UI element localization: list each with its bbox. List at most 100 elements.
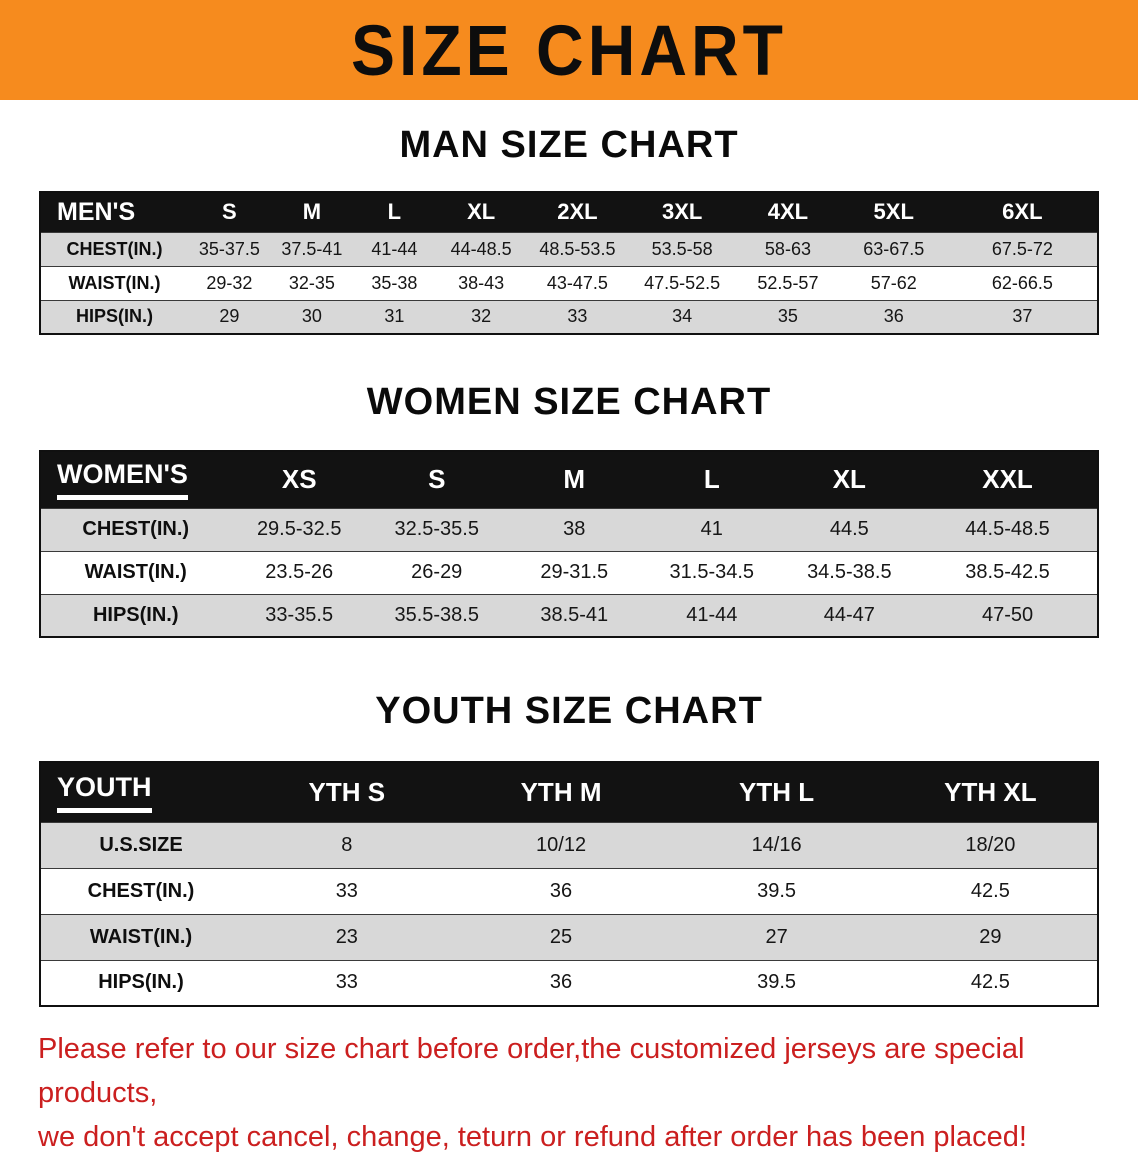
value-cell: 43-47.5 [526, 265, 629, 300]
value-cell: 35.5-38.5 [367, 593, 506, 637]
value-cell: 25 [452, 913, 670, 960]
size-header-cell: M [505, 451, 644, 508]
value-cell: 38-43 [435, 265, 527, 300]
table-row: HIPS(IN.) 33-35.5 35.5-38.5 38.5-41 41-44 44-… [40, 593, 1098, 637]
youth-size-section: YOUTH SIZE CHART YOUTH YTH S YTH M YTH L YTH… [0, 690, 1138, 1007]
header-label: YOUTH [57, 772, 152, 813]
size-header-cell: L [353, 192, 436, 232]
table-title-cell: MEN'S [40, 192, 189, 232]
header-label: 5XL [873, 199, 914, 225]
value-cell: 36 [839, 299, 948, 334]
value-cell: 37 [947, 299, 1098, 334]
value-cell: 41-44 [353, 231, 436, 266]
header-label: YTH M [520, 776, 602, 807]
value-cell: 32 [435, 299, 527, 334]
value-cell: 57-62 [839, 265, 948, 300]
header-label: WOMEN'S [57, 459, 188, 501]
header-label: 3XL [661, 199, 703, 225]
men-size-table: MEN'S S M L XL 2XL 3XL 4XL 5XL 6XL CHEST(IN.) 35-3… [39, 191, 1099, 335]
row-label-cell: WAIST(IN.) [40, 265, 189, 300]
header-label: M [563, 464, 586, 495]
table-row: HIPS(IN.) 33 36 39.5 42.5 [40, 959, 1098, 1006]
value-cell: 35-38 [353, 265, 436, 300]
value-cell: 31.5-34.5 [643, 550, 781, 594]
size-header-row: WOMEN'S XS S M L XL XXL [40, 451, 1098, 508]
row-label-cell: WAIST(IN.) [40, 913, 242, 960]
value-cell: 44-48.5 [435, 231, 527, 266]
size-header-row: MEN'S S M L XL 2XL 3XL 4XL 5XL 6XL [40, 192, 1098, 232]
youth-size-table: YOUTH YTH S YTH M YTH L YTH XL U.S.SIZE 8 10/1… [39, 761, 1099, 1007]
value-cell: 42.5 [883, 959, 1098, 1006]
header-label: 4XL [767, 199, 809, 225]
size-header-cell: YTH M [452, 762, 670, 822]
value-cell: 36 [452, 867, 670, 914]
value-cell: 32.5-35.5 [367, 507, 506, 551]
value-cell: 39.5 [669, 867, 884, 914]
size-header-cell: 4XL [736, 192, 840, 232]
size-header-cell: XXL [918, 451, 1098, 508]
size-header-cell: YTH L [669, 762, 884, 822]
value-cell: 38.5-42.5 [918, 550, 1098, 594]
size-header-cell: S [367, 451, 506, 508]
value-cell: 29 [188, 299, 271, 334]
size-header-cell: 6XL [947, 192, 1098, 232]
table-row: WAIST(IN.) 29-32 32-35 35-38 38-43 43-47.5 47.… [40, 265, 1098, 300]
size-header-cell: 5XL [839, 192, 948, 232]
value-cell: 37.5-41 [270, 231, 354, 266]
value-cell: 47.5-52.5 [628, 265, 737, 300]
banner-title: SIZE CHART [351, 10, 787, 90]
disclaimer: Please refer to our size chart before or… [38, 1027, 1100, 1159]
size-header-cell: XL [435, 192, 527, 232]
value-cell: 36 [452, 959, 670, 1006]
header-label: YTH XL [944, 776, 1037, 807]
value-cell: 30 [270, 299, 354, 334]
value-cell: 32-35 [270, 265, 354, 300]
value-cell: 10/12 [452, 821, 670, 868]
table-title-cell: WOMEN'S [40, 451, 231, 508]
value-cell: 38.5-41 [505, 593, 644, 637]
value-cell: 58-63 [736, 231, 840, 266]
value-cell: 44-47 [780, 593, 919, 637]
row-label-cell: CHEST(IN.) [40, 507, 231, 551]
value-cell: 41-44 [643, 593, 781, 637]
disclaimer-line: Please refer to our size chart before or… [38, 1033, 1025, 1109]
header-label: XL [467, 199, 496, 225]
value-cell: 27 [669, 913, 884, 960]
value-cell: 67.5-72 [947, 231, 1098, 266]
row-label-cell: CHEST(IN.) [40, 231, 189, 266]
value-cell: 38 [505, 507, 644, 551]
row-label-cell: CHEST(IN.) [40, 867, 242, 914]
value-cell: 34 [628, 299, 737, 334]
value-cell: 33 [241, 867, 453, 914]
value-cell: 26-29 [367, 550, 506, 594]
value-cell: 29-32 [188, 265, 271, 300]
value-cell: 14/16 [669, 821, 884, 868]
size-header-cell: YTH XL [883, 762, 1098, 822]
value-cell: 41 [643, 507, 781, 551]
value-cell: 48.5-53.5 [526, 231, 629, 266]
size-header-cell: 2XL [526, 192, 629, 232]
row-label-cell: HIPS(IN.) [40, 959, 242, 1006]
value-cell: 23.5-26 [230, 550, 368, 594]
value-cell: 62-66.5 [947, 265, 1098, 300]
value-cell: 63-67.5 [839, 231, 948, 266]
value-cell: 47-50 [918, 593, 1098, 637]
header-label: YTH S [308, 776, 386, 807]
header-label: S [428, 464, 446, 495]
header-label: S [222, 199, 237, 225]
table-row: CHEST(IN.) 29.5-32.5 32.5-35.5 38 41 44.5 44.5… [40, 507, 1098, 551]
size-header-cell: XL [780, 451, 919, 508]
value-cell: 29.5-32.5 [230, 507, 368, 551]
disclaimer-line: we don't accept cancel, change, teturn o… [38, 1121, 1027, 1153]
value-cell: 53.5-58 [628, 231, 737, 266]
table-row: U.S.SIZE 8 10/12 14/16 18/20 [40, 821, 1098, 868]
header-label: XXL [982, 464, 1033, 495]
size-header-cell: 3XL [628, 192, 737, 232]
table-row: CHEST(IN.) 33 36 39.5 42.5 [40, 867, 1098, 914]
value-cell: 8 [241, 821, 453, 868]
value-cell: 35-37.5 [188, 231, 271, 266]
value-cell: 29-31.5 [505, 550, 644, 594]
header-label: XL [832, 464, 866, 495]
value-cell: 35 [736, 299, 840, 334]
row-label-cell: U.S.SIZE [40, 821, 242, 868]
